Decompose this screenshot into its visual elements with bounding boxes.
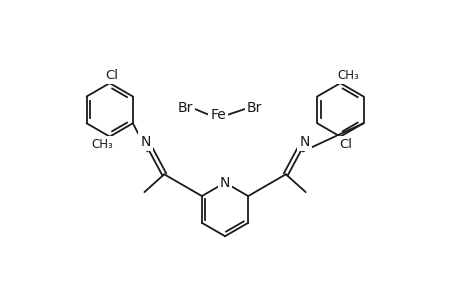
Text: Br: Br (177, 101, 193, 116)
Text: CH₃: CH₃ (91, 138, 112, 151)
Text: N: N (219, 176, 230, 190)
Text: Cl: Cl (105, 69, 118, 82)
Text: Br: Br (246, 101, 262, 116)
Text: N: N (299, 135, 309, 148)
Text: Fe: Fe (210, 108, 225, 122)
Text: CH₃: CH₃ (336, 69, 358, 82)
Text: Cl: Cl (338, 138, 351, 151)
Text: N: N (140, 135, 150, 148)
